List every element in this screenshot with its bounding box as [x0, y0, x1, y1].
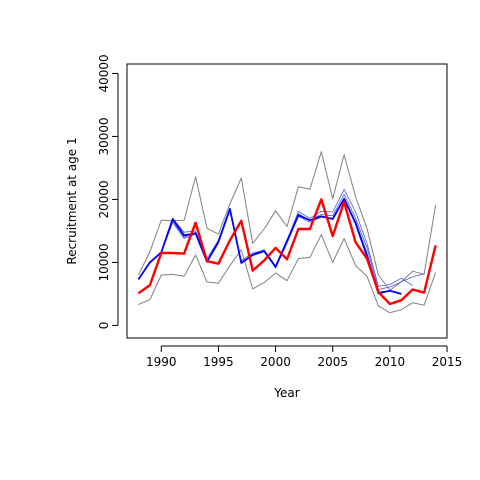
y-tick-label: 30000: [97, 117, 111, 155]
y-tick-label: 20000: [97, 180, 111, 218]
x-tick-label: 2000: [260, 355, 291, 369]
series-line-blue-main-5: [137, 197, 402, 295]
series-line-band-lower-0: [138, 234, 437, 314]
x-tick-label: 1990: [146, 355, 177, 369]
plot-frame: [126, 63, 448, 339]
y-axis: 0 10000 20000 30000 40000: [97, 54, 119, 330]
y-tick-label: 10000: [97, 243, 111, 281]
y-tick-label: 40000: [97, 54, 111, 92]
x-tick-label: 2010: [375, 355, 406, 369]
y-tick-label: 0: [97, 322, 111, 330]
series-line-red-main-6: [137, 198, 437, 306]
x-tick-label: 2005: [317, 355, 348, 369]
x-tick-label: 2015: [432, 355, 463, 369]
x-axis: 1990 1995 2000 2005 2010 2015: [146, 345, 463, 369]
x-axis-title: Year: [273, 386, 299, 400]
series-group: [137, 151, 437, 314]
x-tick-label: 1995: [203, 355, 234, 369]
y-axis-title: Recruitment at age 1: [65, 137, 79, 264]
